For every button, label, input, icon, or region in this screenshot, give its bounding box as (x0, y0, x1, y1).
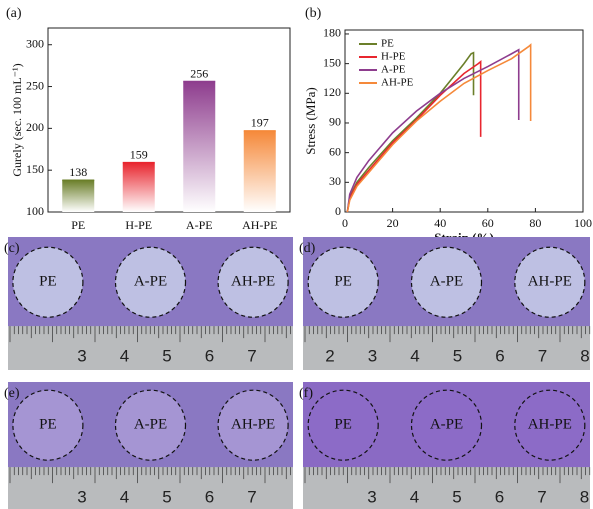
sample-label: AH-PE (231, 417, 275, 433)
value-label: 197 (251, 116, 269, 130)
y-axis-label: Gurely (sec. 100 mL⁻¹) (10, 63, 24, 176)
ruler-number: 4 (410, 347, 419, 366)
panel-label: (c) (4, 241, 20, 256)
sample-label: AH-PE (528, 274, 572, 290)
ruler-number: 5 (162, 347, 171, 366)
sample-label: AH-PE (528, 417, 572, 433)
sample-label: A-PE (430, 417, 463, 433)
panel-label: (b) (305, 6, 322, 21)
ruler-number: 6 (495, 347, 504, 366)
panel-label: (a) (6, 6, 22, 21)
figure: (a)100150200250300Gurely (sec. 100 mL⁻¹)… (0, 0, 593, 509)
ruler-number: 4 (120, 488, 129, 507)
y-tick-label: 150 (26, 162, 44, 176)
y-tick-label: 300 (26, 36, 44, 50)
ruler-number: 7 (247, 347, 256, 366)
y-tick-label: 90 (329, 115, 341, 129)
ruler-number: 3 (77, 347, 86, 366)
ruler-number: 7 (538, 347, 547, 366)
ruler-number: 5 (162, 488, 171, 507)
sample-label: PE (39, 417, 57, 433)
value-label: 256 (190, 66, 208, 80)
ruler-number: 3 (367, 488, 376, 507)
ruler-number: 6 (495, 488, 504, 507)
x-tick-label: A-PE (186, 218, 213, 232)
y-tick-label: 0 (335, 204, 341, 218)
ruler-number: 5 (452, 488, 461, 507)
x-tick-label: AH-PE (242, 218, 277, 232)
ruler-number: 5 (453, 347, 462, 366)
bar (123, 163, 155, 212)
sample-label: PE (334, 417, 352, 433)
sample-label: PE (39, 274, 57, 290)
ruler-number: 8 (580, 488, 589, 507)
sample-label: A-PE (430, 274, 463, 290)
x-tick-label: 100 (574, 216, 592, 230)
bar (183, 82, 215, 212)
line-series (347, 50, 518, 212)
bar (62, 180, 94, 212)
y-tick-label: 150 (323, 55, 341, 69)
legend-label: AH-PE (381, 77, 414, 89)
bar (244, 131, 276, 212)
panel-label: (e) (4, 386, 20, 401)
panel-label: (d) (299, 241, 316, 256)
ruler-number: 7 (537, 488, 546, 507)
value-label: 159 (130, 147, 148, 161)
line-series (347, 62, 480, 212)
sample-label: A-PE (134, 274, 167, 290)
ruler-number: 8 (580, 347, 589, 366)
x-tick-label: 80 (529, 216, 541, 230)
ruler-number: 3 (77, 488, 86, 507)
y-tick-label: 100 (26, 204, 44, 218)
legend-label: A-PE (381, 64, 406, 76)
value-label: 138 (69, 165, 87, 179)
y-tick-label: 250 (26, 78, 44, 92)
ruler-number: 6 (205, 488, 214, 507)
x-tick-label: PE (71, 218, 85, 232)
x-tick-label: 0 (342, 216, 348, 230)
y-tick-label: 60 (329, 144, 341, 158)
ruler-number: 4 (410, 488, 419, 507)
panel-label: (f) (299, 386, 313, 401)
y-axis-label: Stress (MPa) (303, 87, 318, 155)
x-tick-label: 20 (387, 216, 399, 230)
legend-label: PE (381, 38, 394, 50)
sample-label: A-PE (134, 417, 167, 433)
y-tick-label: 180 (323, 26, 341, 40)
x-tick-label: H-PE (125, 218, 152, 232)
y-tick-label: 120 (323, 85, 341, 99)
ruler-number: 7 (247, 488, 256, 507)
sample-label: AH-PE (231, 274, 275, 290)
ruler-number: 2 (325, 347, 334, 366)
sample-label: PE (334, 274, 352, 290)
ruler-number: 4 (120, 347, 129, 366)
ruler-number: 6 (205, 347, 214, 366)
ruler-number: 3 (368, 347, 377, 366)
x-tick-label: 40 (434, 216, 446, 230)
legend-label: H-PE (381, 51, 406, 63)
y-tick-label: 30 (329, 174, 341, 188)
y-tick-label: 200 (26, 120, 44, 134)
x-tick-label: 60 (482, 216, 494, 230)
